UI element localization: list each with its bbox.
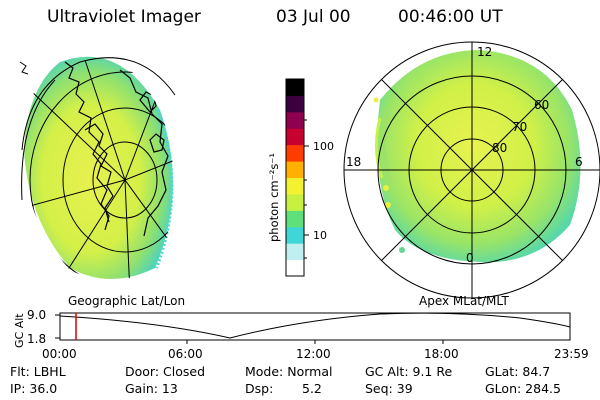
altitude-xtick-1200: 12:00	[296, 347, 331, 361]
geo-meridian	[84, 59, 126, 181]
polar-map: 12 18 6 0 60 70 80	[343, 41, 600, 299]
altitude-xtick-0600: 06:00	[168, 347, 203, 361]
polar-mlt-0-label: 0	[466, 251, 474, 265]
color-bar-band	[286, 177, 304, 195]
color-bar-band	[286, 79, 304, 96]
altitude-ytick-bottom: 1.8	[27, 332, 46, 346]
geo-meridian	[29, 89, 126, 181]
color-bar-band	[286, 193, 304, 211]
geo-lat-circle	[92, 141, 158, 219]
color-bar-tick-10: 10	[313, 229, 327, 242]
color-bar-band	[286, 243, 304, 261]
polar-map-label: Apex MLat/MLT	[419, 294, 509, 308]
observation-time: 00:46:00 UT	[398, 7, 503, 27]
polar-mlt-12-label: 12	[477, 45, 492, 59]
ip-info: IP: 36.0	[10, 381, 58, 396]
geo-outer-arc	[21, 79, 56, 201]
geo-coastline	[64, 61, 110, 231]
altitude-xtick-0000: 00:00	[42, 347, 77, 361]
gain-info: Gain: 13	[125, 381, 178, 396]
observation-date: 03 Jul 00	[276, 7, 351, 27]
polar-lat-80-label: 80	[492, 141, 507, 155]
altitude-ylabel: GC Alt	[13, 313, 26, 348]
geo-outer-arc	[21, 57, 176, 151]
geo-meridian	[124, 179, 174, 271]
geographic-map	[19, 56, 176, 280]
altitude-curve	[59, 312, 571, 339]
color-bar-band	[286, 259, 304, 277]
filter-info: Flt: LBHL	[10, 364, 66, 379]
geo-aurora-image	[24, 56, 173, 279]
polar-aurora-arc	[375, 117, 384, 179]
geo-coastline-edge	[19, 61, 29, 75]
color-bar	[286, 79, 304, 277]
instrument-title: Ultraviolet Imager	[47, 7, 201, 27]
color-bar-band	[286, 128, 304, 146]
polar-mlt-18-label: 18	[346, 155, 361, 169]
color-bar-frame	[285, 78, 305, 277]
altitude-xtick-2359: 23:59	[554, 347, 589, 361]
polar-aurora-spot	[399, 247, 405, 253]
altitude-plot-frame	[59, 312, 571, 341]
geo-longitude-info: GLon: 284.5	[485, 381, 561, 396]
dsp-value: 5.2	[302, 381, 322, 396]
geo-coastline	[119, 69, 169, 237]
color-bar-band	[286, 95, 304, 113]
geo-meridian	[124, 149, 174, 181]
mode-info: Mode: Normal	[245, 364, 333, 379]
color-bar-band	[286, 144, 304, 162]
polar-aurora-image	[377, 50, 581, 263]
altitude-ytick-top: 9.0	[27, 308, 46, 322]
polar-mlt-line-diag	[381, 79, 563, 261]
geo-coastline	[84, 123, 114, 223]
polar-aurora-arc	[381, 109, 394, 186]
geo-aurora-fringe	[154, 109, 174, 269]
polar-lat-60-label: 60	[534, 98, 549, 112]
color-bar-band	[286, 161, 304, 178]
geo-latitude-info: GLat: 84.7	[485, 364, 551, 379]
geo-meridian	[124, 179, 131, 280]
dsp-label: Dsp:	[245, 381, 274, 396]
geo-lat-circle	[62, 107, 174, 253]
polar-aurora-spot	[373, 97, 379, 103]
gc-altitude-info: GC Alt: 9.1 Re	[365, 364, 453, 379]
polar-aurora-spot	[383, 185, 389, 191]
geo-map-label: Geographic Lat/Lon	[68, 294, 185, 308]
color-bar-band	[286, 226, 304, 244]
door-info: Door: Closed	[125, 364, 206, 379]
polar-aurora-spot	[385, 202, 391, 208]
sequence-info: Seq: 39	[365, 381, 413, 396]
color-bar-unit-label: photon cm⁻²s⁻¹	[267, 153, 281, 242]
color-bar-band	[286, 111, 304, 129]
geo-lat-circle	[29, 71, 174, 280]
color-bar-band	[286, 210, 304, 228]
color-bar-tick-100: 100	[313, 140, 334, 153]
altitude-plot: GC Alt 9.0 1.8 00:00 06:00 12:00 18:00 2…	[13, 308, 589, 361]
polar-mlt-6-label: 6	[575, 155, 583, 169]
altitude-xtick-1800: 18:00	[424, 347, 459, 361]
polar-lat-70-label: 70	[512, 120, 527, 134]
